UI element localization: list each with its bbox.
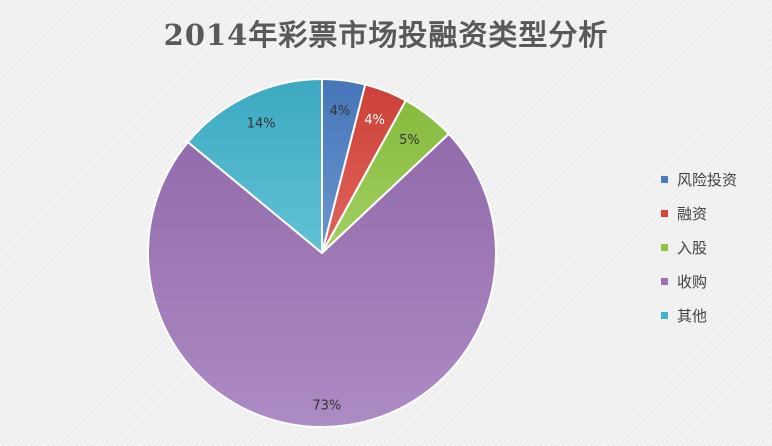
legend-label-venture-capital: 风险投资 [677, 171, 738, 189]
legend-item-acquisition: 收购 [661, 273, 737, 291]
pie-data-labels: 4% 4% 5% 73% 14% [247, 104, 420, 414]
pie-slices [147, 78, 497, 429]
pie-slice-acquisition [147, 132, 497, 429]
legend-swatch-acquisition [661, 278, 668, 285]
data-label-other: 14% [247, 116, 276, 131]
legend-item-other: 其他 [661, 307, 737, 325]
data-label-equity-stake: 5% [399, 133, 420, 148]
legend-item-equity-stake: 入股 [661, 239, 737, 257]
chart-title: 2014年彩票市场投融资类型分析 [163, 18, 609, 52]
data-label-venture-capital: 4% [330, 104, 351, 119]
legend-swatch-financing [661, 210, 668, 217]
legend-swatch-other [661, 312, 668, 319]
legend-swatch-equity-stake [661, 244, 668, 251]
legend-label-acquisition: 收购 [677, 273, 708, 291]
pie-slice-other [186, 78, 323, 254]
legend-swatch-venture-capital [661, 176, 668, 183]
legend-item-financing: 融资 [661, 205, 737, 223]
data-label-financing: 4% [364, 113, 385, 128]
data-label-acquisition: 73% [312, 399, 341, 414]
legend-item-venture-capital: 风险投资 [661, 171, 738, 189]
legend-label-financing: 融资 [677, 205, 708, 223]
legend-label-other: 其他 [677, 307, 708, 325]
chart-legend: 风险投资 融资 入股 收购 其他 [661, 171, 737, 341]
legend-label-equity-stake: 入股 [677, 239, 708, 257]
